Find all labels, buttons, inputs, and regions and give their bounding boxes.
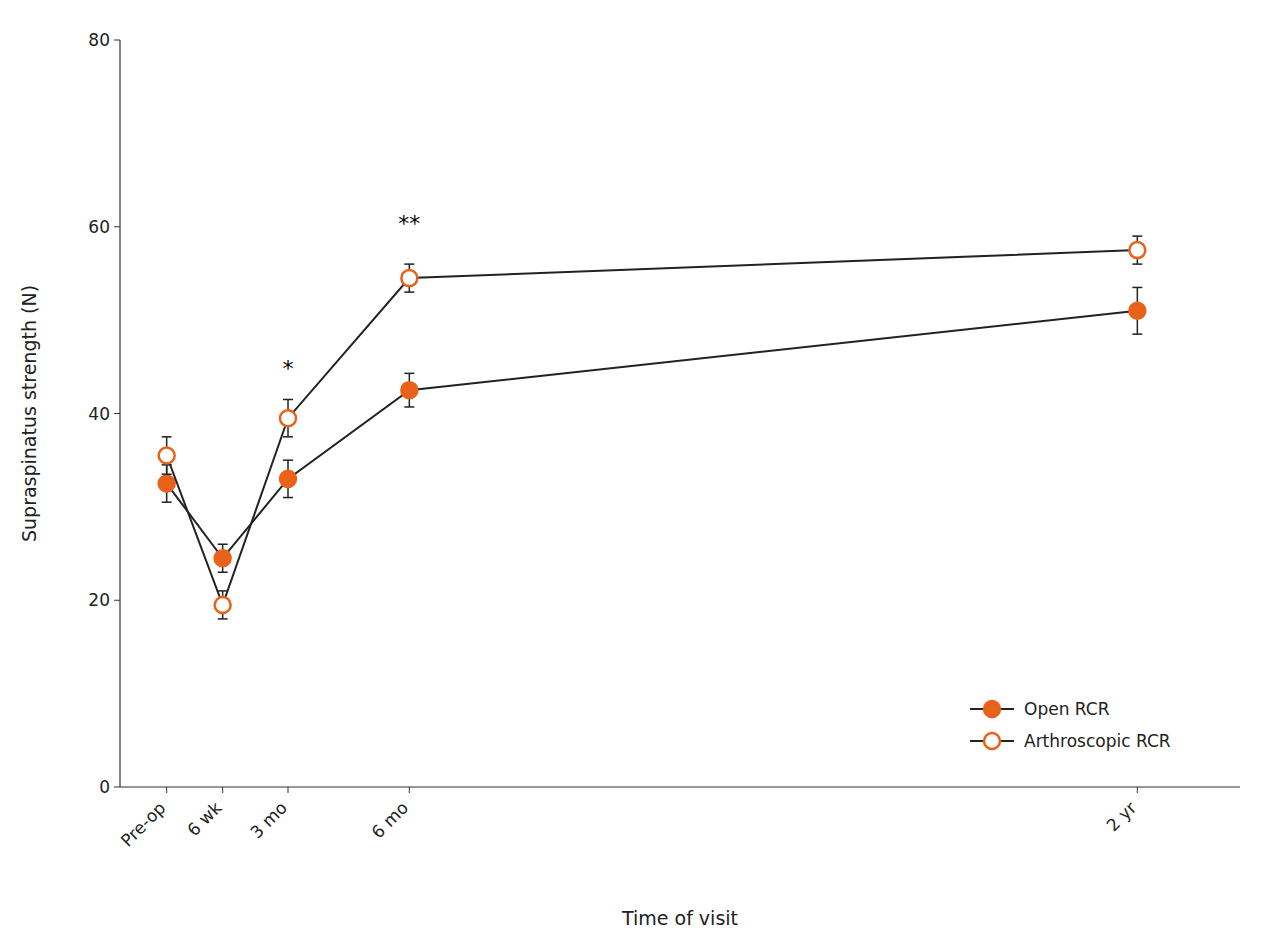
y-tick-label: 40 [88,404,110,424]
legend-marker [984,701,1000,717]
series-line [167,311,1138,558]
significance-label: * [283,356,294,381]
legend-label: Arthroscopic RCR [1024,731,1171,751]
y-tick [114,413,120,414]
data-point [280,410,296,426]
data-point [159,476,175,492]
y-tick-label: 80 [88,30,110,50]
legend-label: Open RCR [1024,699,1110,719]
data-point [215,550,231,566]
data-point [401,270,417,286]
y-tick [114,226,120,227]
y-tick [114,40,120,41]
x-tick [409,787,410,793]
x-tick-label: 6 mo [367,798,412,843]
legend: Open RCR Arthroscopic RCR [970,699,1171,751]
y-tick-label: 60 [88,217,110,237]
x-tick-label: Pre-op [117,798,170,851]
plot-area [159,236,1146,619]
data-point [1129,242,1145,258]
x-tick [166,787,167,793]
data-point [215,597,231,613]
legend-marker [984,733,1000,749]
y-tick [114,787,120,788]
x-tick-label: 3 mo [246,798,291,843]
data-point [159,448,175,464]
data-point [401,382,417,398]
y-axis-label: Supraspinatus strength (N) [18,285,40,542]
x-tick-label: 2 yr [1102,798,1140,836]
significance-label: ** [398,211,420,236]
y-tick [114,600,120,601]
data-point [1129,303,1145,319]
x-tick [222,787,223,793]
data-point [280,471,296,487]
y-tick-label: 20 [88,590,110,610]
x-axis-label: Time of visit [621,907,738,929]
x-tick-label: 6 wk [183,798,226,841]
x-tick [1137,787,1138,793]
x-tick [288,787,289,793]
y-tick-label: 0 [99,777,110,797]
series-line [167,250,1138,605]
chart: 0 20 40 60 80 Pre-op 6 wk 3 mo 6 mo 2 yr Time of v… [0,0,1280,947]
